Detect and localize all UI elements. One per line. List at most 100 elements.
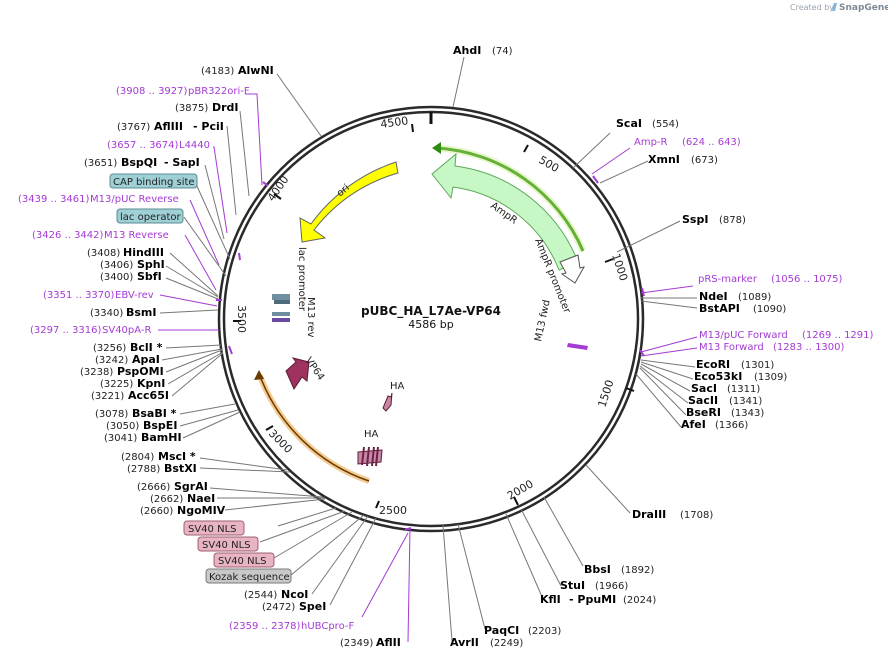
credit-prefix: Created by xyxy=(790,3,834,12)
label-prs-marker[interactable]: pRS-marker xyxy=(698,274,758,285)
label-eco53ki[interactable]: Eco53kI xyxy=(694,370,742,383)
label-sgrai[interactable]: SgrAI xyxy=(174,480,208,493)
pos-ebv-rev: (3351 .. 3370) xyxy=(43,290,115,301)
sv40-nls-box-3[interactable] xyxy=(213,552,275,568)
tick-2500: 2500 xyxy=(379,504,407,517)
pos-ncoi: (2544) xyxy=(244,590,277,601)
ampr-promoter-feature[interactable] xyxy=(559,254,586,284)
label-bspei[interactable]: BspEI xyxy=(143,419,177,432)
label-msci[interactable]: MscI * xyxy=(158,450,196,463)
ha-2-feature[interactable] xyxy=(357,446,383,467)
label-pcii[interactable]: - PciI xyxy=(193,120,224,133)
lac-operator-box[interactable] xyxy=(116,208,184,224)
label-drdi[interactable]: DrdI xyxy=(212,101,239,114)
label-sapi[interactable]: - SapI xyxy=(164,156,200,169)
pos-bspei: (3050) xyxy=(106,421,139,432)
pos-prs-marker: (1056 .. 1075) xyxy=(771,274,843,285)
label-sacii[interactable]: SacII xyxy=(688,394,718,407)
label-ahdi[interactable]: AhdI xyxy=(453,44,481,57)
label-bstxi[interactable]: BstXI xyxy=(164,462,197,475)
pos-bspqi: (3651) xyxy=(84,158,117,169)
pos-bcli: (3256) xyxy=(93,343,126,354)
label-sv40-nls-2: SV40 NLS xyxy=(202,540,251,551)
label-bsmi[interactable]: BsmI xyxy=(126,306,157,319)
label-ebv-rev[interactable]: EBV-rev xyxy=(115,290,154,301)
label-saci[interactable]: SacI xyxy=(691,382,717,395)
label-sspi[interactable]: SspI xyxy=(682,213,708,226)
label-ecori[interactable]: EcoRI xyxy=(696,358,730,371)
label-afliii[interactable]: AflIII xyxy=(154,120,183,133)
label-hubcpro-f[interactable]: hUBCpro-F xyxy=(301,621,354,632)
pos-pspomi: (3238) xyxy=(80,367,113,378)
pos-afei: (1366) xyxy=(715,420,748,431)
pos-amp-r: (624 .. 643) xyxy=(682,137,741,148)
label-acc65i[interactable]: Acc65I xyxy=(128,389,169,402)
label-apai[interactable]: ApaI xyxy=(132,353,160,366)
label-m13-reverse[interactable]: M13 Reverse xyxy=(104,230,169,241)
plasmid-name: pUBC_HA_L7Ae-VP64 xyxy=(361,304,501,319)
cap-binding-site-box[interactable] xyxy=(109,173,198,189)
label-bspqi[interactable]: BspQI xyxy=(121,156,157,169)
vp64-feature[interactable] xyxy=(285,357,310,391)
label-paqci[interactable]: PaqCI xyxy=(484,624,519,637)
label-sbfi[interactable]: SbfI xyxy=(137,270,162,283)
label-stui[interactable]: StuI xyxy=(560,579,585,592)
label-m13-forward[interactable]: M13 Forward xyxy=(699,342,764,353)
ampr-feature[interactable] xyxy=(431,152,579,271)
pos-sbfi: (3400) xyxy=(100,272,133,283)
label-sv40-nls-3: SV40 NLS xyxy=(218,556,267,567)
label-ndei[interactable]: NdeI xyxy=(699,290,728,303)
label-spei[interactable]: SpeI xyxy=(299,600,326,613)
label-kpni[interactable]: KpnI xyxy=(137,377,165,390)
sv40-nls-box-1[interactable] xyxy=(183,520,245,536)
pos-m13-puc-reverse: (3439 .. 3461) xyxy=(18,194,90,205)
label-xmni[interactable]: XmnI xyxy=(648,153,680,166)
backbone xyxy=(217,105,645,533)
label-lac-operator: lac operator xyxy=(120,212,181,223)
ampr-span-arc xyxy=(436,146,585,252)
label-kfli[interactable]: KflI xyxy=(540,593,561,606)
label-aflii[interactable]: AflII xyxy=(376,636,401,649)
label-draiii[interactable]: DraIII xyxy=(632,508,666,521)
ampr-span-arrowhead-icon xyxy=(432,142,441,154)
label-ppumi[interactable]: - PpuMI xyxy=(569,593,616,606)
label-bsabi[interactable]: BsaBI * xyxy=(132,407,177,420)
pos-afliii: (3767) xyxy=(117,122,150,133)
pos-acc65i: (3221) xyxy=(91,391,124,402)
label-bseri[interactable]: BseRI xyxy=(686,406,721,419)
label-sphi[interactable]: SphI xyxy=(137,258,165,271)
label-bbsi[interactable]: BbsI xyxy=(584,563,611,576)
label-l4440[interactable]: L4440 xyxy=(179,140,210,151)
label-sv40pa-r[interactable]: SV40pA-R xyxy=(102,325,151,336)
label-alwni[interactable]: AlwNI xyxy=(238,64,274,77)
label-avrii[interactable]: AvrII xyxy=(450,636,479,649)
kozak-sequence-box[interactable] xyxy=(205,568,292,584)
label-amp-r[interactable]: Amp-R xyxy=(634,137,668,148)
label-afei[interactable]: AfeI xyxy=(681,418,706,431)
label-ngomiv[interactable]: NgoMIV xyxy=(177,504,226,517)
label-bcli[interactable]: BclI * xyxy=(130,341,163,354)
label-m13-puc-forward[interactable]: M13/pUC Forward xyxy=(699,330,788,341)
lac-promoter-feature[interactable] xyxy=(272,294,290,322)
label-bamhi[interactable]: BamHI xyxy=(141,431,182,444)
m13-fwd-feature[interactable] xyxy=(567,343,588,350)
label-bstapi[interactable]: BstAPI xyxy=(699,302,740,315)
pos-saci: (1311) xyxy=(727,384,760,395)
label-hindiii[interactable]: HindIII xyxy=(123,246,164,259)
ha-1-feature[interactable] xyxy=(382,392,393,412)
label-scai[interactable]: ScaI xyxy=(616,117,642,130)
pos-stui: (1966) xyxy=(595,581,628,592)
label-m13-puc-reverse[interactable]: M13/pUC Reverse xyxy=(90,194,179,205)
label-pbr322ori-f[interactable]: pBR322ori-F xyxy=(188,86,250,97)
primer-ticks xyxy=(216,175,645,531)
pos-avrii: (2249) xyxy=(490,638,523,649)
label-ncoi[interactable]: NcoI xyxy=(281,588,308,601)
sv40-nls-box-2[interactable] xyxy=(197,536,259,552)
ori-feature[interactable] xyxy=(299,161,399,243)
pos-bsmi: (3340) xyxy=(90,308,123,319)
label-pspomi[interactable]: PspOMI xyxy=(117,365,164,378)
pos-sacii: (1341) xyxy=(729,396,762,407)
pos-hubcpro-f: (2359 .. 2378) xyxy=(229,621,301,632)
label-naei[interactable]: NaeI xyxy=(187,492,215,505)
